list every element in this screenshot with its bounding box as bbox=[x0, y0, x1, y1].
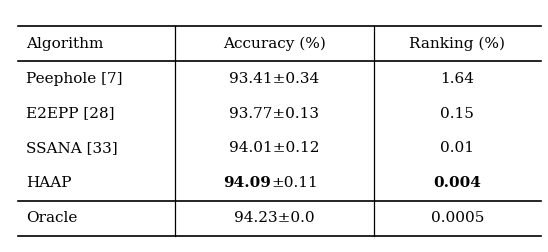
Text: 93.41±0.34: 93.41±0.34 bbox=[229, 72, 319, 86]
Text: SSANA [33]: SSANA [33] bbox=[26, 141, 118, 155]
Text: 0.01: 0.01 bbox=[441, 141, 475, 155]
Text: Accuracy (%): Accuracy (%) bbox=[223, 37, 326, 51]
Text: Ranking (%): Ranking (%) bbox=[409, 37, 505, 51]
Text: Algorithm: Algorithm bbox=[26, 37, 104, 51]
Text: Oracle: Oracle bbox=[26, 211, 77, 225]
Text: 0.004: 0.004 bbox=[433, 176, 481, 190]
Text: 0.15: 0.15 bbox=[441, 107, 475, 120]
Text: Peephole [7]: Peephole [7] bbox=[26, 72, 122, 86]
Text: E2EPP [28]: E2EPP [28] bbox=[26, 107, 115, 120]
Text: 94.23±0.0: 94.23±0.0 bbox=[234, 211, 315, 225]
Text: 1.64: 1.64 bbox=[441, 72, 475, 86]
Text: 93.77±0.13: 93.77±0.13 bbox=[229, 107, 319, 120]
Text: ±0.11: ±0.11 bbox=[271, 176, 318, 190]
Text: 0.0005: 0.0005 bbox=[431, 211, 484, 225]
Text: 94.01±0.12: 94.01±0.12 bbox=[229, 141, 319, 155]
Text: 94.09: 94.09 bbox=[224, 176, 271, 190]
Text: HAAP: HAAP bbox=[26, 176, 71, 190]
